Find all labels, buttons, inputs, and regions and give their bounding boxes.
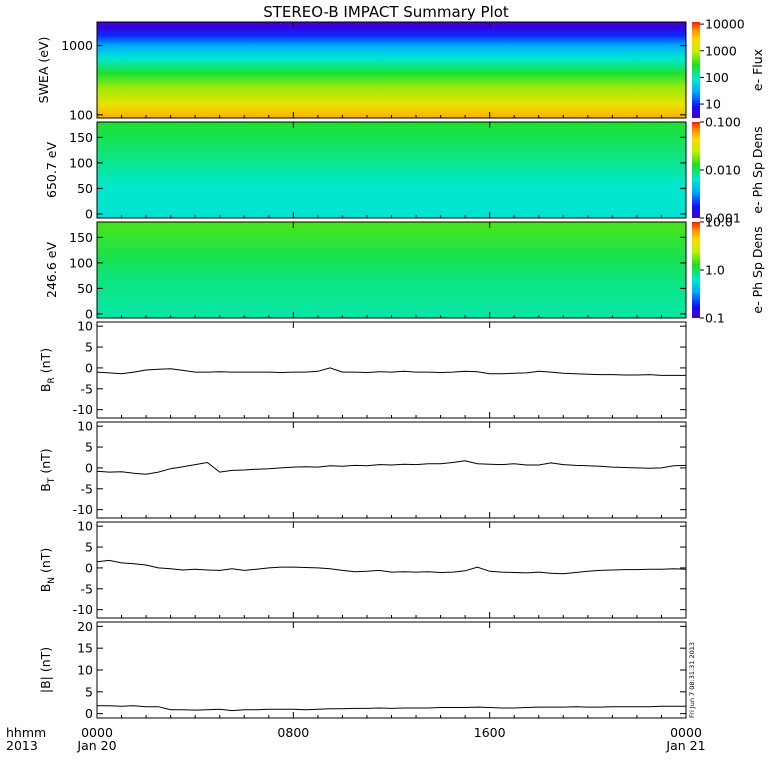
swea-colorbar-tick-label: 10	[705, 97, 721, 112]
pad650-colorbar	[692, 122, 700, 218]
pad650-colorbar-tick-label: 0.001	[705, 211, 741, 226]
pad246-y-tick-label: 100	[69, 255, 93, 270]
br-y-ticks: -10 -5 0 5 10	[73, 319, 686, 417]
br-frame	[96, 321, 687, 419]
bmag-y-ticks: 0 5 10 15 20	[77, 619, 686, 721]
x-tick-label: 0800	[277, 725, 309, 740]
panel-br: -10 -5 0 5 10 BR (nT)	[38, 319, 687, 419]
pad246-colorbar-tick-label: 1.0	[705, 263, 725, 278]
br-y-tick-label: 5	[85, 340, 93, 355]
bn-y-tick-label: -5	[81, 581, 93, 596]
pad246-ylabel: 246.6 eV	[44, 242, 59, 298]
pad246-colorbar-ticks: 0.1 1.0 10.0	[700, 215, 733, 326]
bt-series-line	[96, 460, 687, 475]
swea-ylabel: SWEA (eV)	[36, 37, 51, 104]
pad246-colorbar-tick-label: 10.0	[705, 215, 733, 230]
pad246-y-tick-label: 0	[85, 306, 93, 321]
bn-y-ticks: -10 -5 0 5 10	[73, 519, 686, 617]
bmag-y-tick-label: 15	[77, 641, 93, 656]
bn-ylabel: BN (nT)	[38, 548, 57, 593]
bt-y-tick-label: 5	[85, 440, 93, 455]
x-axis-corner-hhmm: hhmm	[6, 725, 46, 740]
pad650-y-tick-label: 150	[69, 130, 93, 145]
panel-bmag: 0 5 10 15 20 |B| (nT) Fri Jun 7 08:31:31 201…	[38, 619, 696, 721]
plot-title: STEREO-B IMPACT Summary Plot	[263, 3, 509, 21]
x-tick-label: 1600	[474, 725, 506, 740]
swea-colorbar	[692, 22, 700, 118]
pad650-colorbar-tick-label: 0.100	[705, 115, 741, 130]
pad650-spectrogram	[97, 122, 686, 218]
panel-pad650: 0 50 100 150 650.7 eV 0.001 0.010 0.100 e- Ph…	[44, 115, 765, 226]
bn-y-tick-label: 0	[85, 560, 93, 575]
bmag-series-line	[97, 705, 686, 712]
br-y-tick-label: -10	[73, 402, 93, 417]
panel-pad246: 0 50 100 150 246.6 eV 0.1 1.0 10.0 e- Ph Sp D…	[44, 215, 765, 326]
pad246-y-tick-label: 50	[77, 281, 93, 296]
x-tick-label: 0000	[670, 725, 702, 740]
bmag-y-tick-label: 10	[77, 663, 93, 678]
pad650-y-tick-label: 100	[69, 155, 93, 170]
swea-colorbar-tick-label: 1000	[705, 43, 737, 58]
pad650-y-tick-label: 0	[85, 206, 93, 221]
pad650-colorbar-ticks: 0.001 0.010 0.100	[700, 115, 741, 226]
pad246-y-tick-label: 150	[69, 230, 93, 245]
swea-spectrogram	[97, 22, 686, 118]
x-tick-label: 0000	[81, 725, 113, 740]
bmag-y-tick-label: 5	[85, 684, 93, 699]
bt-y-tick-label: 10	[77, 419, 93, 434]
panel-bt: -10 -5 0 5 10 BT (nT)	[38, 419, 687, 519]
swea-y-tick-label: 100	[69, 107, 93, 122]
bt-ylabel: BT (nT)	[38, 448, 57, 491]
pad650-y-tick-label: 50	[77, 181, 93, 196]
bt-y-tick-label: -10	[73, 502, 93, 517]
bn-series-line	[96, 559, 687, 575]
bt-y-ticks: -10 -5 0 5 10	[73, 419, 686, 517]
swea-colorbar-label: e- Flux	[750, 49, 765, 91]
br-y-tick-label: 10	[77, 319, 93, 334]
br-y-tick-label: -5	[81, 381, 93, 396]
bmag-y-tick-label: 20	[77, 619, 93, 634]
bt-y-tick-label: -5	[81, 481, 93, 496]
swea-colorbar-ticks: 10 100 1000 10000	[700, 17, 745, 112]
x-axis-corner-year: 2013	[6, 738, 38, 753]
pad650-colorbar-label: e- Ph Sp Dens	[750, 126, 765, 213]
swea-colorbar-tick-label: 100	[705, 70, 729, 85]
timestamp-stamp: Fri Jun 7 08:31:31 2013	[688, 642, 696, 718]
bn-y-tick-label: -10	[73, 602, 93, 617]
panel-bn: -10 -5 0 5 10 BN (nT)	[38, 519, 687, 619]
x-tick-date-label: Jan 21	[665, 738, 705, 753]
pad246-spectrogram	[97, 222, 686, 318]
panel-swea: 100 1000 SWEA (eV) 10 100 1000 10000 e- Flux	[36, 17, 765, 123]
swea-y-tick-label: 1000	[61, 38, 93, 53]
br-ylabel: BR (nT)	[38, 348, 57, 392]
br-y-tick-label: 0	[85, 360, 93, 375]
pad650-colorbar-tick-label: 0.010	[705, 163, 741, 178]
bt-frame	[96, 421, 687, 519]
pad246-colorbar	[692, 222, 700, 318]
pad246-colorbar-tick-label: 0.1	[705, 311, 725, 326]
swea-y-ticks: 100 1000	[61, 38, 686, 122]
br-series-line	[96, 367, 686, 376]
bmag-ylabel: |B| (nT)	[38, 647, 53, 693]
pad650-y-ticks: 0 50 100 150	[69, 130, 686, 221]
bt-y-tick-label: 0	[85, 460, 93, 475]
pad650-ylabel: 650.7 eV	[44, 142, 59, 198]
x-tick-date-label: Jan 20	[76, 738, 116, 753]
bmag-y-tick-label: 0	[85, 706, 93, 721]
swea-colorbar-tick-label: 10000	[705, 17, 745, 32]
bmag-frame	[96, 621, 687, 719]
bn-y-tick-label: 5	[85, 540, 93, 555]
pad246-y-ticks: 0 50 100 150	[69, 230, 686, 321]
bn-y-tick-label: 10	[77, 519, 93, 534]
pad246-colorbar-label: e- Ph Sp Dens	[750, 226, 765, 313]
